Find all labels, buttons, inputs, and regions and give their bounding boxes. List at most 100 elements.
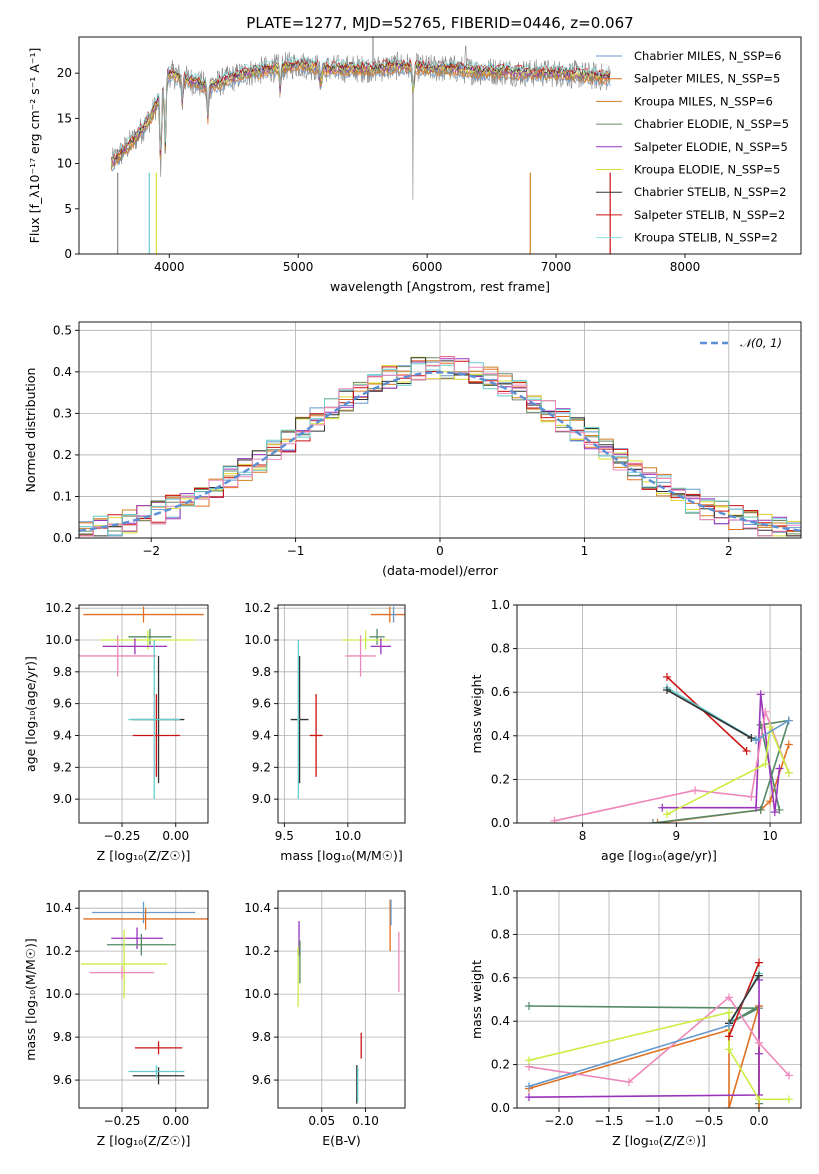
y-tick-label: 0.2	[53, 448, 72, 462]
y-tick-label: 9.2	[53, 760, 72, 774]
x-tick-label: 0.0	[749, 1114, 768, 1128]
x-tick-label: 7000	[541, 260, 572, 274]
x-tick-label: 0.00	[162, 1114, 189, 1128]
weight-marker	[691, 786, 700, 795]
y-tick-label: 0.0	[491, 816, 510, 830]
x-axis-label: Z [log₁₀(Z/Z☉)]	[612, 1133, 706, 1148]
y-tick-label: 10.2	[45, 601, 72, 615]
x-tick-label: 9.5	[275, 829, 294, 843]
y-tick-label: 0	[64, 247, 72, 261]
y-tick-label: 9.6	[53, 697, 72, 711]
histogram-step-line	[79, 356, 801, 537]
y-axis-label: mass weight	[469, 960, 484, 1039]
y-tick-label: 10.0	[45, 987, 72, 1001]
x-tick-label: 9	[673, 829, 681, 843]
plot-area	[550, 672, 793, 823]
legend-entry: Salpeter ELODIE, N_SSP=5	[634, 140, 788, 154]
residual-histogram-panel: −2 −1 0 1 2 0.0 0.1 0.2 0.3 0.4 0.5 (data-model)/er…	[23, 321, 802, 578]
weight-marker	[525, 1056, 533, 1065]
weight-marker	[785, 1071, 793, 1080]
x-tick-label: 4000	[154, 260, 185, 274]
x-tick-label: −0.25	[104, 1114, 141, 1128]
weight-vs-metallicity-panel: −2.0 −1.5 −1.0 −0.5 0.0 0.0 0.2 0.4 0.6 0.8 1.0 Z […	[469, 884, 802, 1148]
x-tick-label: 8	[579, 829, 587, 843]
x-tick-label: 1	[581, 544, 589, 558]
x-tick-label: −2.0	[544, 1114, 573, 1128]
x-axis-label: age [log₁₀(age/yr)]	[601, 848, 717, 863]
legend-entry: Chabrier MILES, N_SSP=6	[634, 49, 781, 63]
weight-series-line	[728, 975, 760, 1024]
plot-area	[81, 901, 208, 1085]
y-tick-label: 9.4	[53, 728, 72, 742]
y-axis-label: age [log₁₀(age/yr)]	[23, 656, 38, 772]
y-tick-label: 9.6	[252, 1073, 271, 1087]
weight-marker	[662, 810, 671, 819]
y-tick-label: 0.0	[491, 1101, 510, 1115]
weight-marker	[742, 747, 751, 756]
x-axis-label: Z [log₁₀(Z/Z☉)]	[97, 848, 191, 863]
axes-frame	[78, 36, 802, 255]
x-tick-label: 0.05	[308, 1114, 335, 1128]
y-tick-label: 0.1	[53, 489, 72, 503]
data-point	[391, 606, 397, 623]
data-point	[83, 606, 204, 623]
y-tick-label: 1.0	[491, 884, 510, 898]
legend-entry: Kroupa ELODIE, N_SSP=5	[634, 163, 780, 177]
weight-marker	[755, 958, 763, 967]
age-vs-metallicity-panel: −0.25 0.00 9.0 9.2 9.4 9.6 9.8 10.0 10.2 Z [log₁₀…	[23, 601, 209, 863]
y-tick-label: 0.4	[491, 1014, 510, 1028]
axes-frame	[516, 890, 802, 1109]
y-tick-label: 9.0	[53, 792, 72, 806]
weight-marker	[653, 819, 662, 823]
x-tick-label: 5000	[283, 260, 314, 274]
y-tick-label: 0.5	[53, 323, 72, 337]
model-spectrum-line	[110, 55, 611, 162]
legend-entry: Salpeter STELIB, N_SSP=2	[634, 208, 785, 222]
weight-marker	[752, 803, 761, 812]
y-tick-label: 10.2	[45, 944, 72, 958]
x-tick-label: −1.5	[594, 1114, 623, 1128]
x-axis-label: Z [log₁₀(Z/Z☉)]	[97, 1133, 191, 1148]
legend-entry: Salpeter MILES, N_SSP=5	[634, 72, 780, 86]
spectrum-panel: 4000 5000 6000 7000 8000 0 5 10 15 20 wavelength […	[27, 36, 802, 294]
histogram-step-line	[79, 356, 801, 537]
data-point	[102, 638, 168, 655]
axes-frame	[277, 604, 406, 824]
weight-marker	[625, 1077, 633, 1086]
weight-series-line	[755, 719, 790, 741]
weight-marker	[756, 805, 765, 814]
weight-marker	[755, 1038, 763, 1047]
axes-frame	[277, 890, 406, 1109]
weight-marker	[784, 740, 793, 749]
data-point	[370, 638, 392, 655]
mass-vs-ebv-panel: 0.05 0.10 9.6 9.8 10.0 10.2 10.4 E(B-V)	[244, 890, 406, 1148]
weight-series-line	[666, 676, 748, 752]
y-tick-label: 9.8	[252, 1030, 271, 1044]
legend-entry: 𝒩(0, 1)	[740, 336, 782, 350]
weight-marker	[725, 993, 733, 1002]
data-point	[91, 901, 196, 924]
normal-curve-line	[79, 371, 801, 532]
data-point	[132, 694, 181, 777]
y-tick-label: 9.6	[53, 1073, 72, 1087]
y-tick-label: 9.6	[252, 697, 271, 711]
weight-marker	[725, 1104, 733, 1108]
data-point	[132, 1067, 185, 1085]
y-tick-label: 10	[57, 157, 72, 171]
data-point	[106, 933, 176, 956]
weight-marker	[761, 707, 770, 716]
plot-area	[79, 356, 801, 537]
y-tick-label: 9.8	[53, 1030, 72, 1044]
weight-marker	[725, 1045, 733, 1054]
weight-marker	[662, 686, 671, 695]
axes-frame	[78, 890, 209, 1109]
y-tick-label: 10.4	[244, 901, 271, 915]
histogram-step-line	[79, 362, 801, 537]
weight-marker	[525, 1093, 533, 1102]
y-tick-label: 0.3	[53, 406, 72, 420]
y-tick-label: 15	[57, 111, 72, 125]
weight-marker	[756, 690, 765, 699]
weight-marker	[725, 1032, 733, 1041]
y-tick-label: 9.2	[252, 760, 271, 774]
age-vs-mass-panel: 9.5 10.0 9.0 9.2 9.4 9.6 9.8 10.0 10.2 mass [log₁…	[244, 601, 406, 863]
